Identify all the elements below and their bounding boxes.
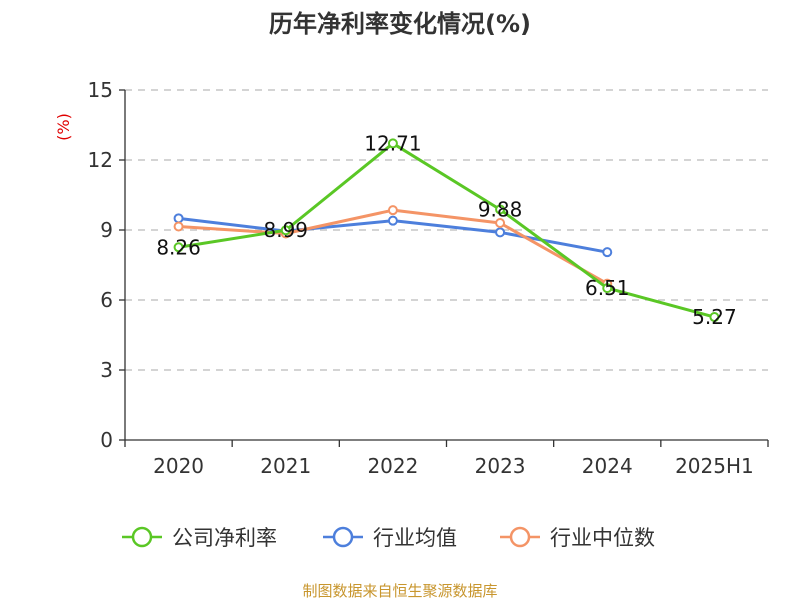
data-point bbox=[173, 213, 184, 224]
data-point bbox=[602, 283, 613, 294]
x-tick-label: 2022 bbox=[367, 454, 418, 478]
series-0 bbox=[173, 138, 720, 323]
legend-circle-marker bbox=[332, 526, 354, 548]
y-tick-label: 6 bbox=[100, 288, 113, 312]
data-label: 8.26 bbox=[156, 235, 201, 259]
y-axis-unit-label: (%) bbox=[54, 113, 73, 141]
legend-item: 公司净利率 bbox=[122, 526, 277, 550]
y-tick-label: 15 bbox=[88, 78, 113, 102]
data-label: 12.71 bbox=[364, 131, 421, 155]
data-point bbox=[387, 205, 398, 216]
legend-label: 行业均值 bbox=[373, 526, 457, 550]
legend-circle-marker bbox=[131, 526, 153, 548]
legend-item: 行业中位数 bbox=[500, 526, 655, 550]
data-point bbox=[387, 215, 398, 226]
legend-item: 行业均值 bbox=[323, 526, 457, 550]
source-note: 制图数据来自恒生聚源数据库 bbox=[302, 582, 497, 600]
x-tick-label: 2025H1 bbox=[675, 454, 754, 478]
data-point bbox=[709, 312, 720, 323]
data-point bbox=[280, 225, 291, 236]
data-label: 5.27 bbox=[692, 305, 737, 329]
data-label: 6.51 bbox=[585, 276, 630, 300]
legend: 公司净利率 行业均值 行业中位数 bbox=[122, 526, 655, 550]
legend-label: 行业中位数 bbox=[550, 526, 655, 550]
data-label: 9.88 bbox=[478, 197, 523, 221]
data-label: 8.99 bbox=[263, 218, 308, 242]
x-tick-label: 2023 bbox=[475, 454, 526, 478]
x-tick-label: 2020 bbox=[153, 454, 204, 478]
legend-label: 公司净利率 bbox=[172, 526, 277, 550]
data-point bbox=[602, 247, 613, 258]
data-labels: 8.26 8.99 12.71 9.88 6.51 5.27 bbox=[156, 131, 736, 329]
data-point bbox=[495, 218, 506, 228]
legend-circle-marker bbox=[509, 526, 531, 548]
axes: 0 3 6 9 12 15 2020 2021 2022 2023 2024 2025H1 bbox=[88, 78, 769, 478]
data-point bbox=[495, 227, 506, 238]
y-tick-label: 3 bbox=[100, 358, 113, 382]
x-tick-label: 2021 bbox=[260, 454, 311, 478]
y-tick-label: 12 bbox=[88, 148, 113, 172]
data-point bbox=[173, 242, 184, 253]
data-point bbox=[173, 221, 184, 232]
y-tick-label: 9 bbox=[100, 218, 113, 242]
data-point bbox=[495, 204, 506, 215]
y-tick-label: 0 bbox=[100, 428, 113, 452]
series-lines bbox=[173, 138, 720, 323]
chart-title: 历年净利率变化情况(%) bbox=[269, 10, 531, 38]
data-point bbox=[387, 138, 398, 149]
x-tick-label: 2024 bbox=[582, 454, 633, 478]
series-line bbox=[178, 141, 715, 319]
